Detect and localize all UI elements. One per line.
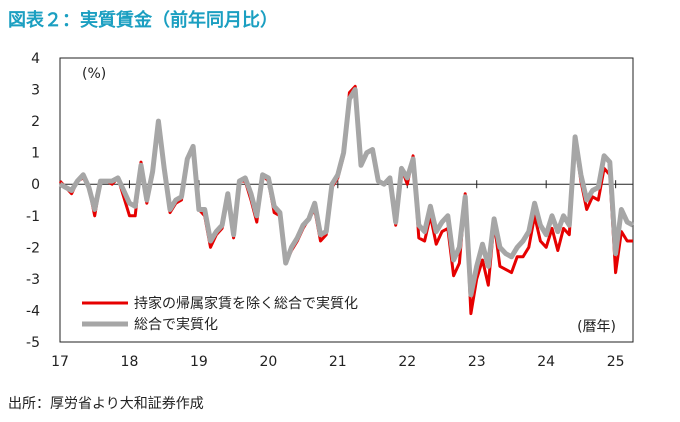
- x-tick-label: 24: [537, 354, 555, 370]
- y-tick-label: -2: [26, 240, 40, 256]
- chart-title: 図表２：実質賃金（前年同月比）: [8, 10, 278, 31]
- legend-label-red: 持家の帰属家賃を除く総合で実質化: [134, 295, 358, 312]
- x-tick-label: 25: [607, 354, 625, 370]
- y-tick-label: 4: [31, 51, 40, 67]
- y-tick-label: 1: [31, 146, 40, 162]
- source-note: 出所：厚労省より大和証券作成: [8, 396, 204, 412]
- x-unit-label: (暦年): [577, 319, 616, 335]
- x-tick-label: 18: [121, 354, 139, 370]
- legend: 持家の帰属家賃を除く総合で実質化 総合で実質化: [82, 295, 358, 333]
- x-tick-label: 17: [51, 354, 69, 370]
- x-tick-label: 23: [468, 354, 486, 370]
- plot-area: [59, 57, 634, 343]
- y-tick-label: -3: [26, 272, 40, 288]
- y-tick-label: 2: [31, 114, 40, 130]
- y-unit-label: (%): [82, 66, 106, 82]
- y-tick-label: -1: [26, 209, 40, 225]
- x-tick-label: 20: [259, 354, 277, 370]
- y-tick-label: 0: [31, 177, 40, 193]
- x-tick-label: 19: [190, 354, 208, 370]
- y-tick-label: 3: [31, 83, 40, 99]
- series-line-gray: [58, 87, 635, 298]
- x-tick-label: 22: [398, 354, 416, 370]
- x-tick-label: 21: [329, 354, 347, 370]
- y-tick-label: -5: [26, 335, 40, 351]
- legend-label-gray: 総合で実質化: [134, 317, 218, 333]
- y-tick-label: -4: [26, 303, 40, 319]
